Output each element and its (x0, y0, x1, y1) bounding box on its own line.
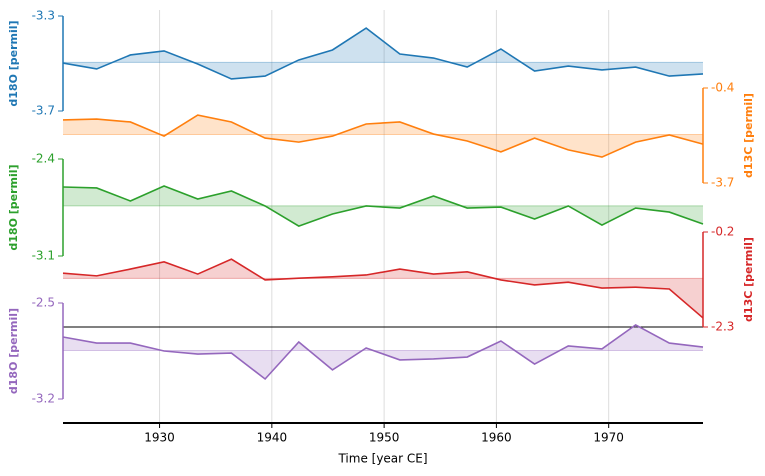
y-axis-label: d13C [permil] (742, 93, 755, 178)
fill-area (63, 259, 703, 318)
y-tick-label: -3.7 (32, 104, 55, 118)
y-tick-label: -3.2 (32, 392, 55, 406)
fill-area (63, 115, 703, 158)
y-axis-label: d18O [permil] (7, 20, 20, 106)
series-line (62, 27, 704, 80)
x-axis-label: Time [year CE] (337, 452, 427, 466)
y-tick-label: -3.3 (32, 9, 55, 23)
y-axis-label: d13C [permil] (742, 237, 755, 322)
y-tick-label: -2.3 (711, 320, 734, 334)
series-line (62, 324, 704, 381)
x-tick-label: 1950 (369, 431, 400, 445)
y-axis-label: d18O [permil] (7, 308, 20, 394)
fill-area (63, 28, 703, 79)
series-line (62, 185, 704, 227)
y-tick-label: -0.2 (711, 225, 734, 239)
series-line (62, 114, 704, 158)
y-tick-label: -3.1 (32, 249, 55, 263)
series-line (62, 258, 704, 319)
y-tick-label: -0.4 (711, 81, 734, 95)
x-tick-label: 1970 (593, 431, 624, 445)
x-tick-label: 1960 (481, 431, 512, 445)
fill-area (63, 186, 703, 227)
y-tick-label: -2.4 (32, 152, 55, 166)
y-axis-label: d18O [permil] (7, 164, 20, 250)
grid (159, 10, 610, 423)
x-tick-label: 1940 (257, 431, 288, 445)
y-tick-label: -3.7 (711, 176, 734, 190)
y-tick-label: -2.5 (32, 296, 55, 310)
x-tick-label: 1930 (144, 431, 175, 445)
fill-area (63, 324, 703, 379)
